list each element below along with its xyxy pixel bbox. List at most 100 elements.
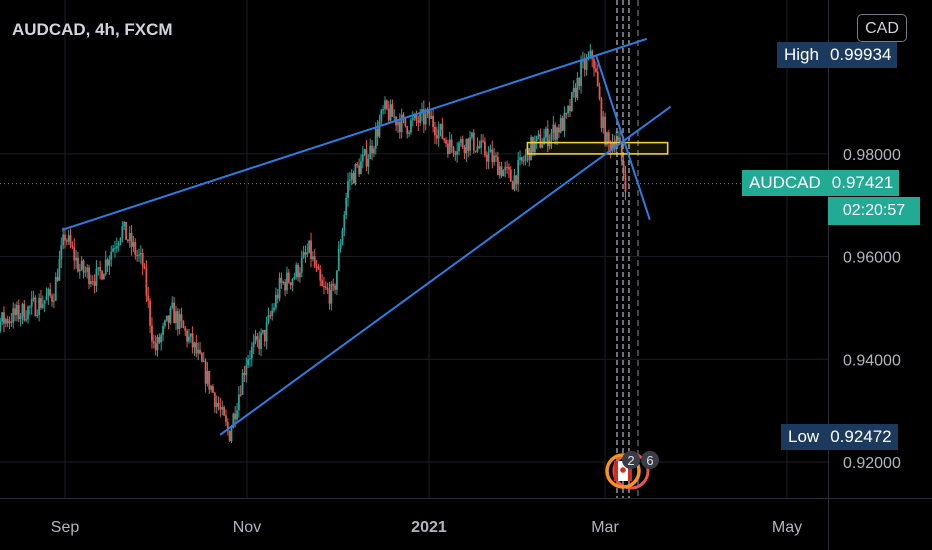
candle-body (252, 341, 255, 347)
candle-body (480, 140, 483, 148)
candle (260, 328, 262, 357)
candle-body (212, 386, 214, 393)
candle (310, 232, 312, 268)
candle-body (545, 128, 547, 138)
candle (472, 129, 475, 154)
candle-body (609, 142, 612, 151)
candle (139, 245, 142, 264)
candle (474, 150, 477, 153)
candle (165, 315, 168, 322)
candle-body (360, 161, 362, 175)
candle (86, 264, 89, 279)
candle-body (215, 402, 218, 408)
candle (215, 395, 218, 414)
candle-body (491, 149, 494, 163)
candle (360, 154, 362, 175)
candle (189, 333, 192, 343)
candle-body (561, 117, 564, 131)
candle (78, 264, 81, 279)
candle (358, 158, 361, 177)
candle-body (469, 137, 471, 151)
candle (508, 163, 510, 178)
candle-body (487, 152, 490, 162)
candle (202, 351, 205, 362)
candle-body (71, 245, 74, 248)
candle (515, 174, 518, 191)
candle (254, 329, 257, 345)
candle-body (546, 128, 549, 147)
candle (319, 265, 322, 287)
candle-body (358, 165, 361, 175)
candle-body (306, 252, 309, 255)
candle (58, 250, 61, 282)
candle (197, 342, 200, 361)
candle-body (162, 325, 164, 335)
candle-body (476, 146, 479, 152)
candle (570, 91, 573, 113)
candle-body (348, 179, 351, 182)
candle (286, 266, 288, 295)
candle (313, 249, 316, 269)
currency-button[interactable]: CAD (857, 14, 907, 42)
candle-body (365, 149, 368, 167)
candle (167, 315, 170, 330)
candle (480, 134, 483, 155)
candle-body (321, 280, 324, 287)
candle-body (291, 278, 294, 286)
candle (435, 126, 438, 145)
candle-body (175, 311, 177, 324)
candle-body (250, 346, 253, 359)
candle (408, 130, 410, 138)
candle-body (543, 137, 545, 145)
candle (88, 264, 90, 290)
candle-body (373, 148, 375, 154)
candle (73, 238, 76, 270)
candle (193, 341, 196, 356)
candle (393, 109, 396, 121)
candle-body (361, 154, 364, 162)
candle (186, 328, 188, 348)
x-tick-label: 2021 (411, 519, 447, 536)
candle (30, 290, 33, 315)
x-tick-label: May (772, 519, 802, 536)
candle (321, 274, 324, 287)
candle-body (343, 215, 346, 231)
candle-body (336, 270, 338, 290)
candle (267, 307, 270, 325)
candle-body (463, 147, 466, 154)
candle (607, 129, 610, 151)
candle (258, 331, 261, 355)
candle-body (456, 151, 459, 155)
candle-body (286, 272, 288, 291)
candle-body (239, 394, 242, 396)
symbol-title: AUDCAD, 4h, FXCM (12, 20, 173, 39)
candle (162, 322, 164, 342)
y-tick-label: 0.92000 (843, 455, 901, 472)
candle (27, 305, 29, 324)
candle-body (363, 149, 366, 155)
candle-body (53, 300, 55, 302)
candle (80, 256, 83, 271)
candle (0, 317, 2, 333)
candle (40, 289, 42, 310)
candle-body (576, 77, 579, 98)
candle (62, 227, 65, 250)
candle (249, 350, 251, 368)
candle-body (299, 272, 301, 278)
candle (21, 302, 24, 325)
candle-body (128, 233, 131, 241)
candle-body (4, 319, 7, 324)
candle (341, 227, 344, 246)
candle (119, 237, 122, 246)
candle (247, 355, 250, 369)
candle-body (197, 349, 200, 354)
candle (600, 96, 603, 133)
candle-body (367, 158, 370, 167)
candle-body (160, 334, 163, 343)
candle-body (354, 163, 357, 184)
candle-body (188, 336, 190, 342)
candle-body (461, 139, 464, 148)
candle-body (421, 109, 423, 113)
candle-body (606, 132, 608, 145)
